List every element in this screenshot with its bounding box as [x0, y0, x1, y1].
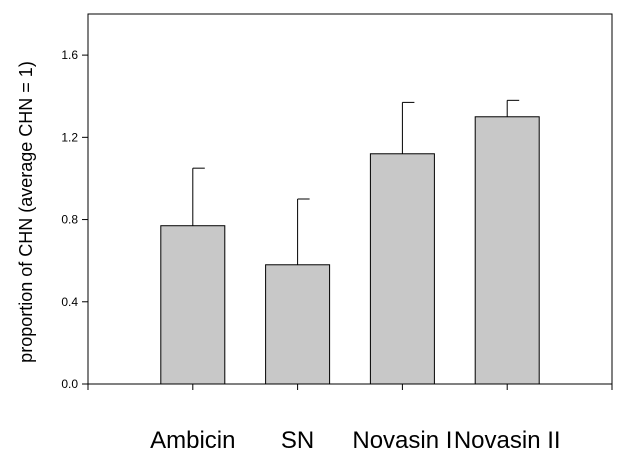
plot-area: 0.0 0.4 0.8 1.2 1.6 Ambicin SN Novasin I Novasin… — [61, 13, 613, 450]
y-tick-label: 0.0 — [61, 377, 78, 391]
bar-novasin-ii — [474, 116, 540, 385]
bar-sn — [265, 264, 331, 385]
plot-frame — [87, 13, 613, 385]
y-tick-label: 1.2 — [61, 130, 78, 144]
x-category-label: Ambicin — [150, 427, 235, 450]
y-tick-label: 1.6 — [61, 48, 78, 62]
bar-ambicin — [160, 225, 226, 385]
x-category-label: Novasin I — [352, 427, 452, 450]
y-tick-label: 0.8 — [61, 213, 78, 227]
y-tick-label: 0.4 — [61, 295, 78, 309]
x-category-label: SN — [281, 427, 314, 450]
x-category-label: Novasin II — [454, 427, 561, 450]
bar-novasin-i — [369, 153, 435, 385]
y-axis-title: proportion of CHN (average CHN = 1) — [16, 61, 36, 363]
